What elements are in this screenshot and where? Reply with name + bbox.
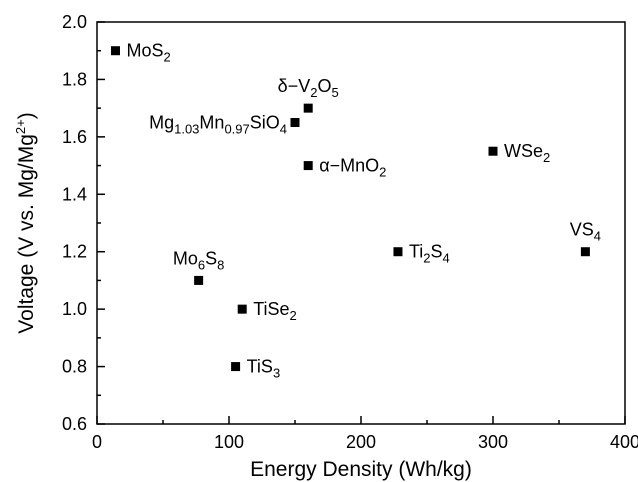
- label-part: Mo: [173, 248, 198, 268]
- point-label-TiS3: TiS3: [247, 357, 281, 381]
- x-tick-label: 0: [92, 432, 102, 452]
- label-part: 2: [163, 50, 170, 65]
- label-part: 4: [443, 251, 450, 266]
- point-label-WSe2: WSe2: [504, 141, 550, 165]
- label-part: 4: [280, 122, 287, 137]
- label-part: 4: [594, 229, 601, 244]
- y-tick-label: 0.6: [62, 414, 87, 434]
- label-part: 2: [290, 308, 297, 323]
- label-part: SiO: [250, 113, 280, 133]
- label-part: VS: [570, 220, 594, 240]
- point-labels: MoS2δ−V2O5Mg1.03Mn0.97SiO4α−MnO2WSe2VS4T…: [126, 41, 601, 381]
- y-tick-label: 1.6: [62, 127, 87, 147]
- label-part: 6: [198, 257, 205, 272]
- label-part: TiS: [247, 357, 273, 377]
- label-part: 0.97: [224, 122, 249, 137]
- label-part: Voltage (V vs. Mg/Mg: [15, 134, 38, 334]
- label-part: 2: [379, 165, 386, 180]
- point-label-delta-V2O5: δ−V2O5: [278, 76, 339, 100]
- label-part: MoS: [126, 41, 163, 61]
- label-part: TiSe: [253, 299, 289, 319]
- label-part: δ−V: [278, 76, 311, 96]
- label-part: Mg: [149, 113, 174, 133]
- label-part: 2: [423, 251, 430, 266]
- label-part: S: [205, 248, 217, 268]
- y-tick-label: 2.0: [62, 12, 87, 32]
- data-point-Mg1.03Mn0.97SiO4: [291, 118, 300, 127]
- label-part: 2: [543, 150, 550, 165]
- point-label-MoS2: MoS2: [126, 41, 170, 65]
- point-label-Mo6S8: Mo6S8: [173, 248, 225, 272]
- label-part: WSe: [504, 141, 543, 161]
- point-label-Ti2S4: Ti2S4: [409, 242, 450, 266]
- data-point-Ti2S4: [393, 247, 402, 256]
- point-label-Mg1.03Mn0.97SiO4: Mg1.03Mn0.97SiO4: [149, 113, 287, 137]
- plot-frame: [97, 22, 625, 424]
- data-point-alpha-MnO2: [304, 161, 313, 170]
- tick-labels: 0 100 200 300 400 0.6 0.8 1.0 1.2 1.4 1.6 1.8 2.0: [62, 12, 638, 452]
- y-axis-title: Voltage (V vs. Mg/Mg2+): [13, 112, 38, 333]
- label-part: 8: [217, 257, 224, 272]
- label-part: 2+: [13, 119, 28, 134]
- y-tick-label: 0.8: [62, 357, 87, 377]
- label-part: ): [15, 112, 38, 119]
- point-label-alpha-MnO2: α−MnO2: [319, 156, 386, 180]
- point-label-VS4: VS4: [570, 220, 601, 244]
- x-tick-label: 400: [610, 432, 638, 452]
- x-axis-title: Energy Density (Wh/kg): [250, 458, 472, 481]
- data-point-VS4: [581, 247, 590, 256]
- y-tick-label: 1.4: [62, 184, 87, 204]
- x-tick-label: 200: [346, 432, 376, 452]
- label-part: S: [431, 242, 443, 262]
- data-point-delta-V2O5: [304, 104, 313, 113]
- label-part: Ti: [409, 242, 423, 262]
- y-tick-label: 1.8: [62, 69, 87, 89]
- point-label-TiSe2: TiSe2: [253, 299, 297, 323]
- data-point-WSe2: [489, 147, 498, 156]
- axis-ticks: [97, 22, 625, 424]
- data-point-TiS3: [231, 362, 240, 371]
- x-tick-label: 100: [214, 432, 244, 452]
- label-part: O: [317, 76, 331, 96]
- data-points: [111, 46, 590, 371]
- label-part: α−MnO: [319, 156, 379, 176]
- label-part: 2: [310, 85, 317, 100]
- label-part: 3: [273, 366, 280, 381]
- data-point-TiSe2: [238, 305, 247, 314]
- label-part: Mn: [199, 113, 224, 133]
- data-point-Mo6S8: [194, 276, 203, 285]
- y-tick-label: 1.0: [62, 299, 87, 319]
- label-part: 5: [331, 85, 338, 100]
- data-point-MoS2: [111, 46, 120, 55]
- y-tick-label: 1.2: [62, 242, 87, 262]
- label-part: 1.03: [174, 122, 199, 137]
- x-tick-label: 300: [478, 432, 508, 452]
